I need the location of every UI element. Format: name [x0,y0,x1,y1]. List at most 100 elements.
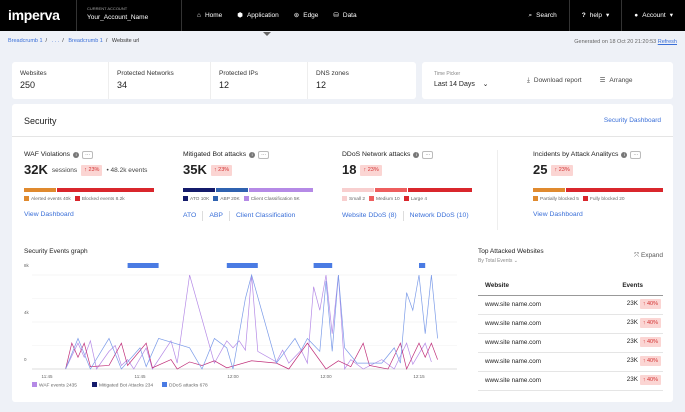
change-badge: ↑ 40% [639,299,661,310]
x-tick-label: 11:45 [42,374,53,379]
stat-websites[interactable]: Websites 250 [12,62,109,99]
nav-application[interactable]: ⬢ Application [237,11,279,38]
legend-label: Blocked events 8.2k [81,196,125,202]
arrow-up-icon: ↑ [363,167,367,174]
more-button[interactable]: ··· [82,151,94,159]
change-value: 40% [646,301,658,308]
arrow-up-icon: ↑ [554,167,558,174]
time-picker[interactable]: Time Picker Last 14 Days ⌄ [422,71,527,89]
change-badge: ↑ 23% [551,165,573,176]
widget-unit: sessions [51,166,78,174]
column-header: Website [478,277,593,296]
top-sites-filter[interactable]: By Total Events ⌄ [478,259,663,265]
legend-swatch [162,382,167,387]
arrange-button[interactable]: ☰ Arrange [600,77,633,84]
column-header: Events [593,277,663,296]
info-icon[interactable]: i [249,152,256,158]
legend-item: Blocked events 8.2k [74,196,125,202]
nav-home[interactable]: ⌂ Home [197,12,222,19]
search-button[interactable]: ⌕ Search [517,0,569,31]
widget-link[interactable]: Network DDoS (10) [409,212,469,220]
info-icon[interactable]: i [621,152,628,158]
widget-link[interactable]: Client Classification [235,212,296,220]
site-name[interactable]: www.site name.com [478,314,593,334]
info-icon[interactable]: i [73,152,80,158]
stat-value: 34 [117,80,128,91]
widget-link[interactable]: View Dashboard [24,211,74,219]
change-value: 40% [646,320,658,327]
site-name[interactable]: www.site name.com [478,295,593,315]
nav-data[interactable]: ⛁ Data [333,12,356,19]
change-value: 23% [367,167,379,174]
legend-swatch [92,382,97,387]
legend-label: ABP 20K [220,196,240,202]
stat-label: Protected Networks [117,70,174,77]
table-row[interactable]: www.site name.com 23K ↑ 40% [478,371,663,391]
table-row[interactable]: www.site name.com 23K ↑ 40% [478,352,663,372]
change-value: 23% [88,167,100,174]
help-label: help [589,11,603,19]
widget: WAF Violations i ··· 32K sessions ↑ 23% • 48.… [24,151,174,219]
legend-label: Alerted events 40k [31,196,71,202]
nav-edge[interactable]: ⊛ Edge [294,12,319,19]
widget-link[interactable]: View Dashboard [533,211,583,219]
refresh-link[interactable]: Refresh [657,39,677,45]
site-name[interactable]: www.site name.com [478,333,593,353]
bar-segment [408,188,472,192]
widget-link[interactable]: ATO [183,212,197,220]
change-value: 40% [646,377,658,384]
widget-link[interactable]: Website DDoS (8) [342,212,397,220]
info-icon[interactable]: i [413,152,420,158]
download-report-button[interactable]: ⤓ Download report [527,77,582,84]
stat-value: 250 [20,80,36,91]
breadcrumb-item[interactable]: . . . [51,38,60,44]
stat-value: 12 [219,80,230,91]
stat-protected-ips[interactable]: Protected IPs 12 [211,62,308,99]
legend-item: Alerted events 40k [24,196,71,202]
chevron-down-icon: ▾ [669,11,673,19]
table-row[interactable]: www.site name.com 23K ↑ 40% [478,333,663,353]
user-icon: ● [634,11,639,19]
breadcrumb-item[interactable]: Breadcrumb 1 [68,38,103,44]
breadcrumb-item[interactable]: Breadcrumb 1 [8,38,43,44]
table-row[interactable]: www.site name.com 23K ↑ 40% [478,314,663,334]
logo[interactable]: imperva [8,7,60,24]
expand-button[interactable]: ⤧ Expand [634,252,663,259]
breadcrumb: Breadcrumb 1/ . . . / Breadcrumb 1/ Websi… [8,38,140,44]
breadcrumb-current: Website url [111,38,140,44]
change-badge: ↑ 23% [210,165,233,176]
more-button[interactable]: ··· [258,151,270,159]
legend: Small 2 Medium 10 Large 4 [342,196,492,202]
legend-item: Medium 10 [369,196,400,202]
more-button[interactable]: ··· [630,151,642,159]
widget-title: Incidents by Attack Analitycs [533,151,619,159]
top-sites-table: Website Events www.site name.com 23K ↑ 40%… [478,277,663,391]
nav-label: Data [342,11,357,19]
site-name[interactable]: www.site name.com [478,352,593,372]
account-menu[interactable]: ● Account ▾ [621,0,685,31]
widget-title: DDoS Network attacks [342,151,411,159]
stat-protected-networks[interactable]: Protected Networks 34 [109,62,211,99]
help-menu[interactable]: ? help ▾ [568,0,622,31]
legend-label: Large 4 [410,196,428,202]
widget-link[interactable]: ABP [209,212,223,220]
more-button[interactable]: ··· [422,151,434,159]
security-dashboard-link[interactable]: Security Dashboard [603,117,661,124]
bar-segment [249,188,313,192]
y-tick-label: 0 [24,357,27,362]
stat-dns-zones[interactable]: DNS zones 12 [308,62,405,99]
legend-label: Client Classification 5K [250,196,300,202]
account-switcher[interactable]: CURRENT ACCOUNT Your_Account_Name [76,0,182,31]
table-row[interactable]: www.site name.com 23K ↑ 40% [478,295,663,315]
legend-item: Fully blocked 20 [582,196,625,202]
application-icon: ⬢ [237,11,243,19]
legend-label: Medium 10 [376,196,400,202]
arrange-label: Arrange [609,76,633,84]
event-band [419,263,426,268]
help-icon: ? [581,11,586,19]
x-tick-label: 11:45 [135,374,146,379]
widget-title: Mitigated Bot attacks [183,151,247,159]
legend-item: ATO 10K [183,196,209,202]
site-name[interactable]: www.site name.com [478,371,593,391]
